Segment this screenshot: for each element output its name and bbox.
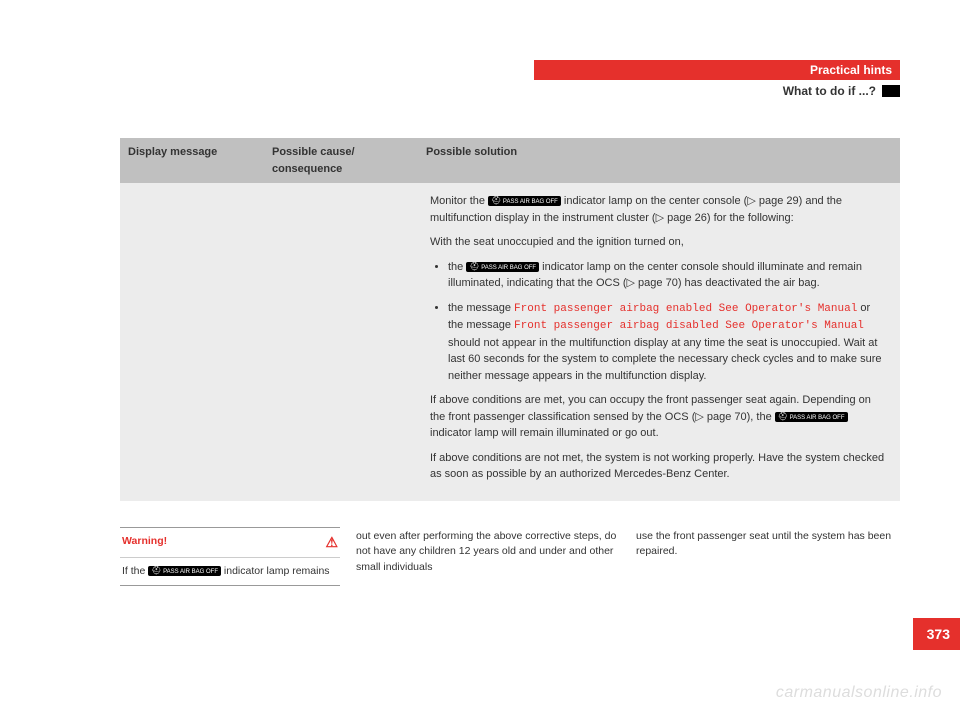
solution-p1: Monitor the ⛑ PASS AIR BAG OFF indicator… xyxy=(430,193,888,226)
warning-body: If the ⛑ PASS AIR BAG OFF indicator lamp… xyxy=(120,558,340,587)
airbag-off-lamp-icon: ⛑ PASS AIR BAG OFF xyxy=(488,196,561,206)
list-item: the message Front passenger airbag enabl… xyxy=(448,300,888,385)
solution-p4: If above conditions are not met, the sys… xyxy=(430,450,888,483)
display-message-text: Front passenger airbag disabled See Oper… xyxy=(514,320,864,332)
solution-p2: With the seat unoccupied and the ignitio… xyxy=(430,234,888,251)
page-marker-icon xyxy=(882,85,900,97)
cell-cause xyxy=(264,183,418,501)
text: the xyxy=(448,261,466,273)
text: should not appear in the multifunction d… xyxy=(448,337,882,382)
th-solution: Possible solution xyxy=(418,138,900,183)
text: indicator lamp will remain illuminated o… xyxy=(430,427,659,439)
text: the message xyxy=(448,302,514,314)
footer-col-2: use the front passenger seat until the s… xyxy=(636,527,900,587)
text: Monitor the xyxy=(430,195,488,207)
text: indicator lamp remains xyxy=(224,565,330,577)
warning-header: Warning! ⚠ xyxy=(120,527,340,558)
table-row: Monitor the ⛑ PASS AIR BAG OFF indicator… xyxy=(120,183,900,501)
solution-p3: If above conditions are met, you can occ… xyxy=(430,392,888,442)
warning-triangle-icon: ⚠ xyxy=(325,532,338,553)
page-number: 373 xyxy=(913,618,960,650)
text: If the xyxy=(122,565,148,577)
list-item: the ⛑ PASS AIR BAG OFF indicator lamp on… xyxy=(448,259,888,292)
subsection-row: What to do if ...? xyxy=(120,84,900,98)
airbag-off-lamp-icon: ⛑ PASS AIR BAG OFF xyxy=(466,262,539,272)
th-display-message: Display message xyxy=(120,138,264,183)
footer-col-1: out even after performing the above corr… xyxy=(356,527,620,587)
airbag-off-lamp-icon: ⛑ PASS AIR BAG OFF xyxy=(775,412,848,422)
warning-box: Warning! ⚠ If the ⛑ PASS AIR BAG OFF ind… xyxy=(120,527,340,587)
page-header: Practical hints What to do if ...? xyxy=(120,60,900,98)
solution-bullets: the ⛑ PASS AIR BAG OFF indicator lamp on… xyxy=(430,259,888,385)
cell-solution: Monitor the ⛑ PASS AIR BAG OFF indicator… xyxy=(418,183,900,501)
footer-columns: Warning! ⚠ If the ⛑ PASS AIR BAG OFF ind… xyxy=(120,527,900,587)
watermark: carmanualsonline.info xyxy=(776,684,942,702)
warning-title: Warning! xyxy=(122,534,167,550)
airbag-off-lamp-icon: ⛑ PASS AIR BAG OFF xyxy=(148,566,221,576)
cell-display-message xyxy=(120,183,264,501)
th-cause: Possible cause/ consequence xyxy=(264,138,418,183)
section-title: Practical hints xyxy=(534,60,900,80)
page-content: Practical hints What to do if ...? Displ… xyxy=(0,0,960,586)
display-message-text: Front passenger airbag enabled See Opera… xyxy=(514,303,857,315)
subsection-title: What to do if ...? xyxy=(783,84,876,98)
troubleshooting-table: Display message Possible cause/ conseque… xyxy=(120,138,900,501)
